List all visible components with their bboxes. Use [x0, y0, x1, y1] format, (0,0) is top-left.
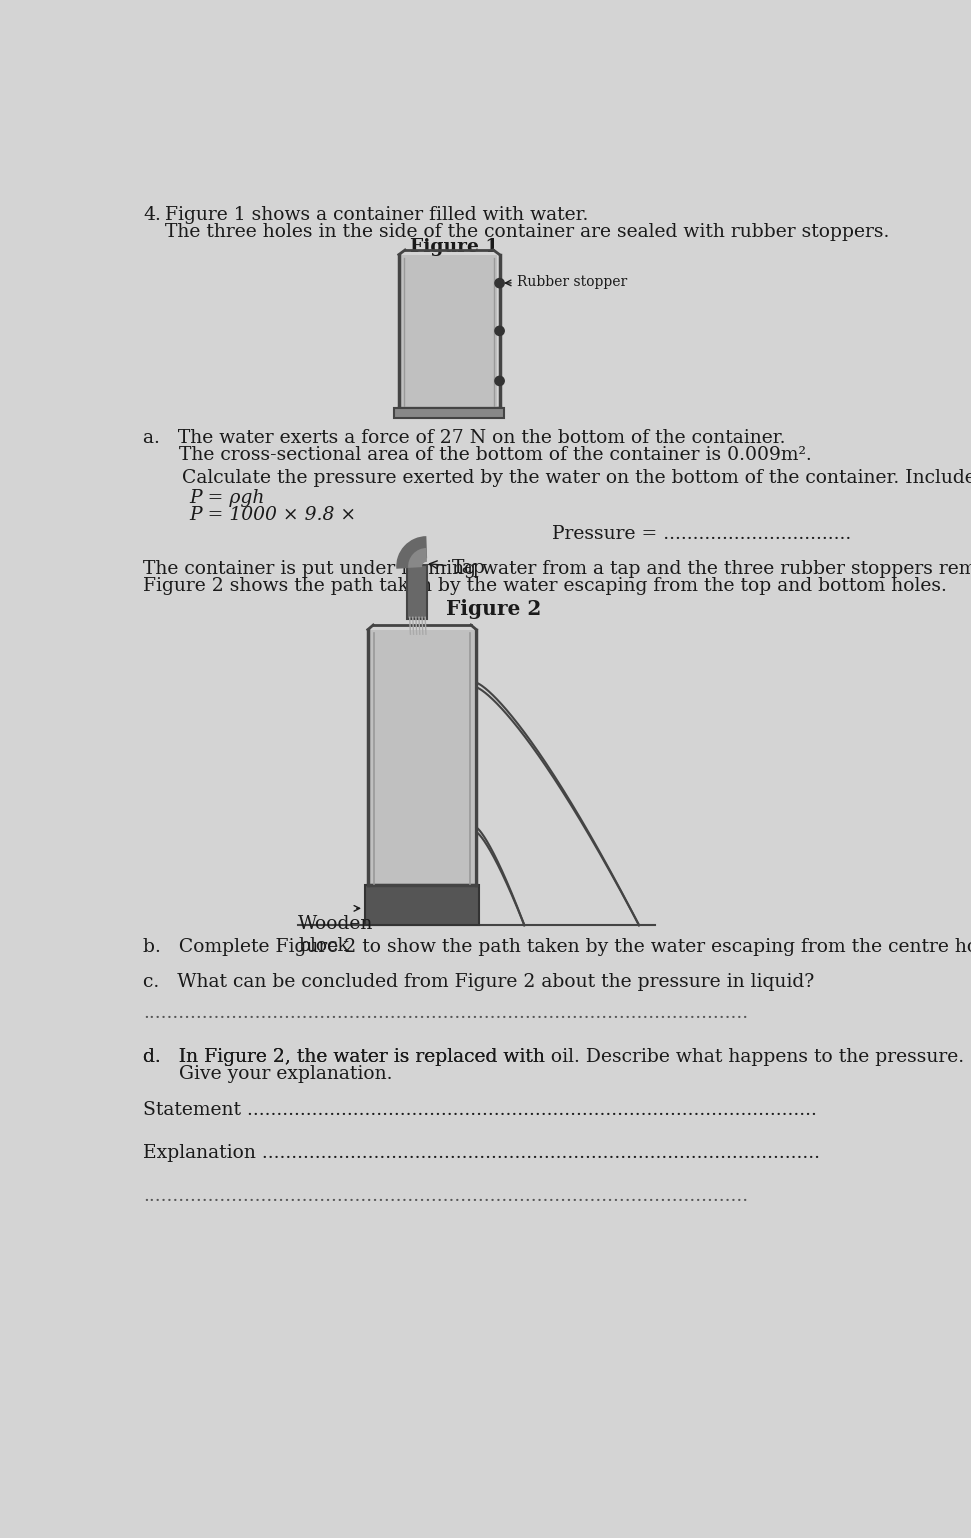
Bar — [401, 255, 497, 406]
Text: Figure 1: Figure 1 — [411, 238, 499, 257]
Text: Explanation ....................................................................: Explanation ............................… — [143, 1144, 820, 1163]
Circle shape — [495, 377, 504, 386]
Bar — [394, 408, 504, 418]
Text: The container is put under running water from a tap and the three rubber stopper: The container is put under running water… — [143, 560, 971, 578]
Text: b.   Complete Figure 2 to show the path taken by the water escaping from the cen: b. Complete Figure 2 to show the path ta… — [143, 938, 971, 955]
Text: Wooden
block: Wooden block — [298, 915, 374, 955]
Text: 4.: 4. — [143, 206, 161, 225]
Bar — [407, 564, 426, 618]
Text: ................................................................................: ........................................… — [143, 1187, 749, 1206]
Text: Figure 1 shows a container filled with water.: Figure 1 shows a container filled with w… — [165, 206, 588, 225]
Text: Statement ......................................................................: Statement ..............................… — [143, 1101, 817, 1118]
Text: Tap: Tap — [429, 558, 486, 577]
Text: Rubber stopper: Rubber stopper — [506, 275, 627, 289]
Text: P = ρgh: P = ρgh — [189, 489, 265, 508]
Text: Pressure = ................................: Pressure = .............................… — [552, 524, 851, 543]
Text: d.   In Figure 2, the water is replaced with oil. Describe what happens to the p: d. In Figure 2, the water is replaced wi… — [143, 1049, 964, 1066]
Text: a.   The water exerts a force of 27 N on the bottom of the container.: a. The water exerts a force of 27 N on t… — [143, 429, 786, 448]
Bar — [365, 886, 480, 926]
Circle shape — [495, 278, 504, 288]
Text: P = 1000 × 9.8 ×: P = 1000 × 9.8 × — [189, 506, 356, 524]
Circle shape — [495, 326, 504, 335]
Text: The cross-sectional area of the bottom of the container is 0.009m².: The cross-sectional area of the bottom o… — [143, 446, 812, 464]
Text: The three holes in the side of the container are sealed with rubber stoppers.: The three holes in the side of the conta… — [165, 223, 889, 241]
Text: c.   What can be concluded from Figure 2 about the pressure in liquid?: c. What can be concluded from Figure 2 a… — [143, 974, 815, 990]
Text: Figure 2: Figure 2 — [446, 598, 541, 618]
Text: ................................................................................: ........................................… — [143, 1004, 749, 1021]
Text: d.   In Figure 2, the water is replaced with: d. In Figure 2, the water is replaced wi… — [143, 1049, 551, 1066]
Text: Give your explanation.: Give your explanation. — [143, 1066, 392, 1083]
Text: Figure 2 shows the path taken by the water escaping from the top and bottom hole: Figure 2 shows the path taken by the wat… — [143, 577, 947, 595]
Bar — [370, 629, 474, 884]
Text: Calculate the pressure exerted by the water on the bottom of the container. Incl: Calculate the pressure exerted by the wa… — [182, 469, 971, 488]
